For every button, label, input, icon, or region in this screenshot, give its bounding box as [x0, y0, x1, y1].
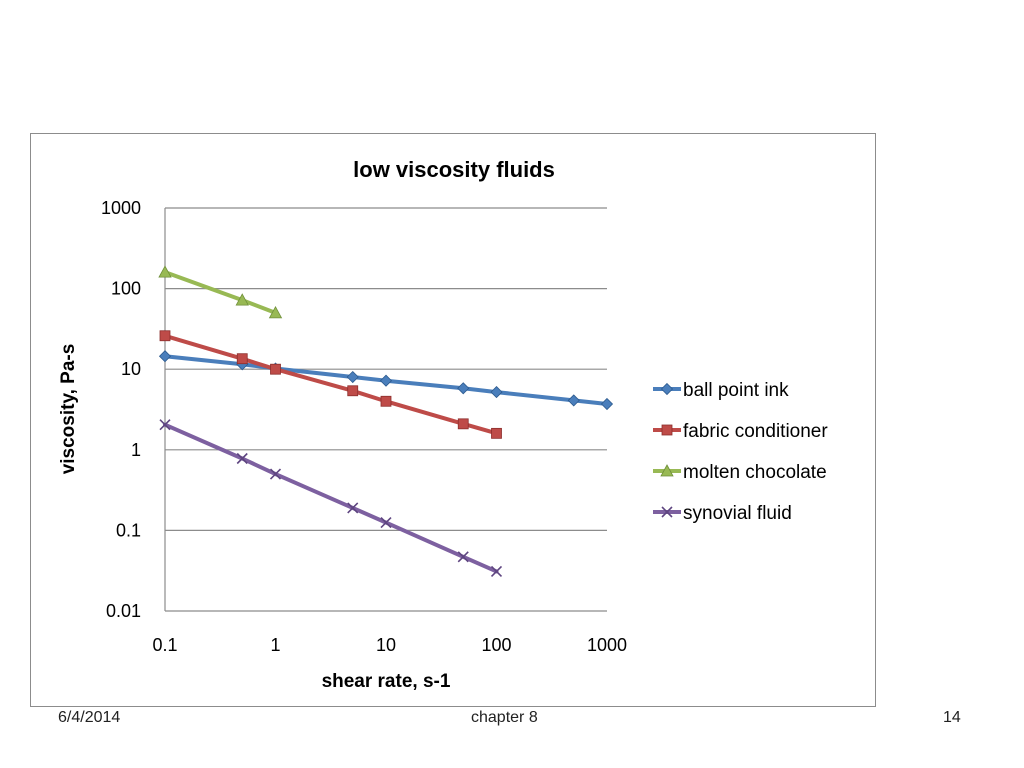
legend-label: molten chocolate — [683, 462, 827, 483]
x-tick-label: 1000 — [587, 635, 627, 655]
triangle-marker — [268, 306, 283, 319]
y-tick-label: 1 — [131, 440, 141, 460]
triangle-marker — [660, 464, 674, 477]
triangle-marker — [158, 265, 172, 278]
series-line — [163, 270, 278, 315]
diamond-marker — [457, 382, 470, 395]
y-tick-label: 100 — [111, 279, 141, 299]
diamond-marker — [490, 386, 503, 399]
x-axis-label: shear rate, s-1 — [322, 671, 451, 692]
y-tick-labels: 0.01 0.1 1 10 100 1000 — [101, 198, 141, 621]
x-marker — [347, 502, 359, 514]
x-marker — [380, 517, 392, 529]
footer-chapter: chapter 8 — [471, 709, 538, 726]
y-tick-label: 10 — [121, 359, 141, 379]
x-marker — [159, 419, 171, 431]
diamond-marker — [660, 382, 674, 396]
series-line — [163, 333, 499, 436]
diamond-marker — [346, 370, 359, 384]
square-marker — [491, 427, 502, 439]
grid-lines — [164, 207, 607, 612]
x-tick-labels: 0.1 1 10 100 1000 — [152, 635, 627, 655]
series-lines — [158, 265, 614, 577]
series-line — [163, 422, 499, 574]
x-marker — [457, 551, 469, 563]
y-tick-label: 1000 — [101, 198, 141, 218]
diamond-marker — [567, 394, 580, 407]
diamond-marker — [379, 374, 393, 387]
line-chart: 0.01 0.1 1 10 100 1000 0.1 1 10 100 1000 ball poi… — [58, 157, 828, 692]
footer-page-number: 14 — [943, 709, 961, 726]
chart-frame: 0.01 0.1 1 10 100 1000 0.1 1 10 100 1000 ball poi… — [30, 133, 876, 707]
x-tick-label: 10 — [376, 635, 396, 655]
legend: ball point ink fabric conditioner molten c… — [653, 380, 828, 524]
y-tick-label: 0.01 — [106, 601, 141, 621]
x-marker — [661, 506, 673, 518]
footer-date: 6/4/2014 — [58, 709, 121, 726]
x-tick-label: 100 — [481, 635, 511, 655]
x-tick-label: 0.1 — [152, 635, 177, 655]
x-marker — [269, 468, 282, 480]
square-marker — [661, 424, 673, 436]
diamond-marker — [158, 350, 172, 363]
y-axis-label: viscosity, Pa-s — [58, 344, 79, 475]
chart-title: low viscosity fluids — [353, 157, 555, 182]
square-marker — [347, 385, 359, 397]
legend-label: fabric conditioner — [683, 421, 828, 442]
square-marker — [159, 330, 171, 342]
square-marker — [270, 363, 281, 375]
square-marker — [457, 418, 469, 430]
x-marker — [490, 565, 503, 577]
y-tick-label: 0.1 — [116, 520, 141, 540]
legend-label: synovial fluid — [683, 503, 792, 524]
diamond-marker — [600, 397, 614, 411]
triangle-marker — [235, 293, 249, 306]
x-tick-label: 1 — [270, 635, 280, 655]
legend-label: ball point ink — [683, 380, 789, 401]
square-marker — [380, 395, 392, 407]
x-marker — [236, 452, 248, 465]
square-marker — [236, 353, 248, 365]
